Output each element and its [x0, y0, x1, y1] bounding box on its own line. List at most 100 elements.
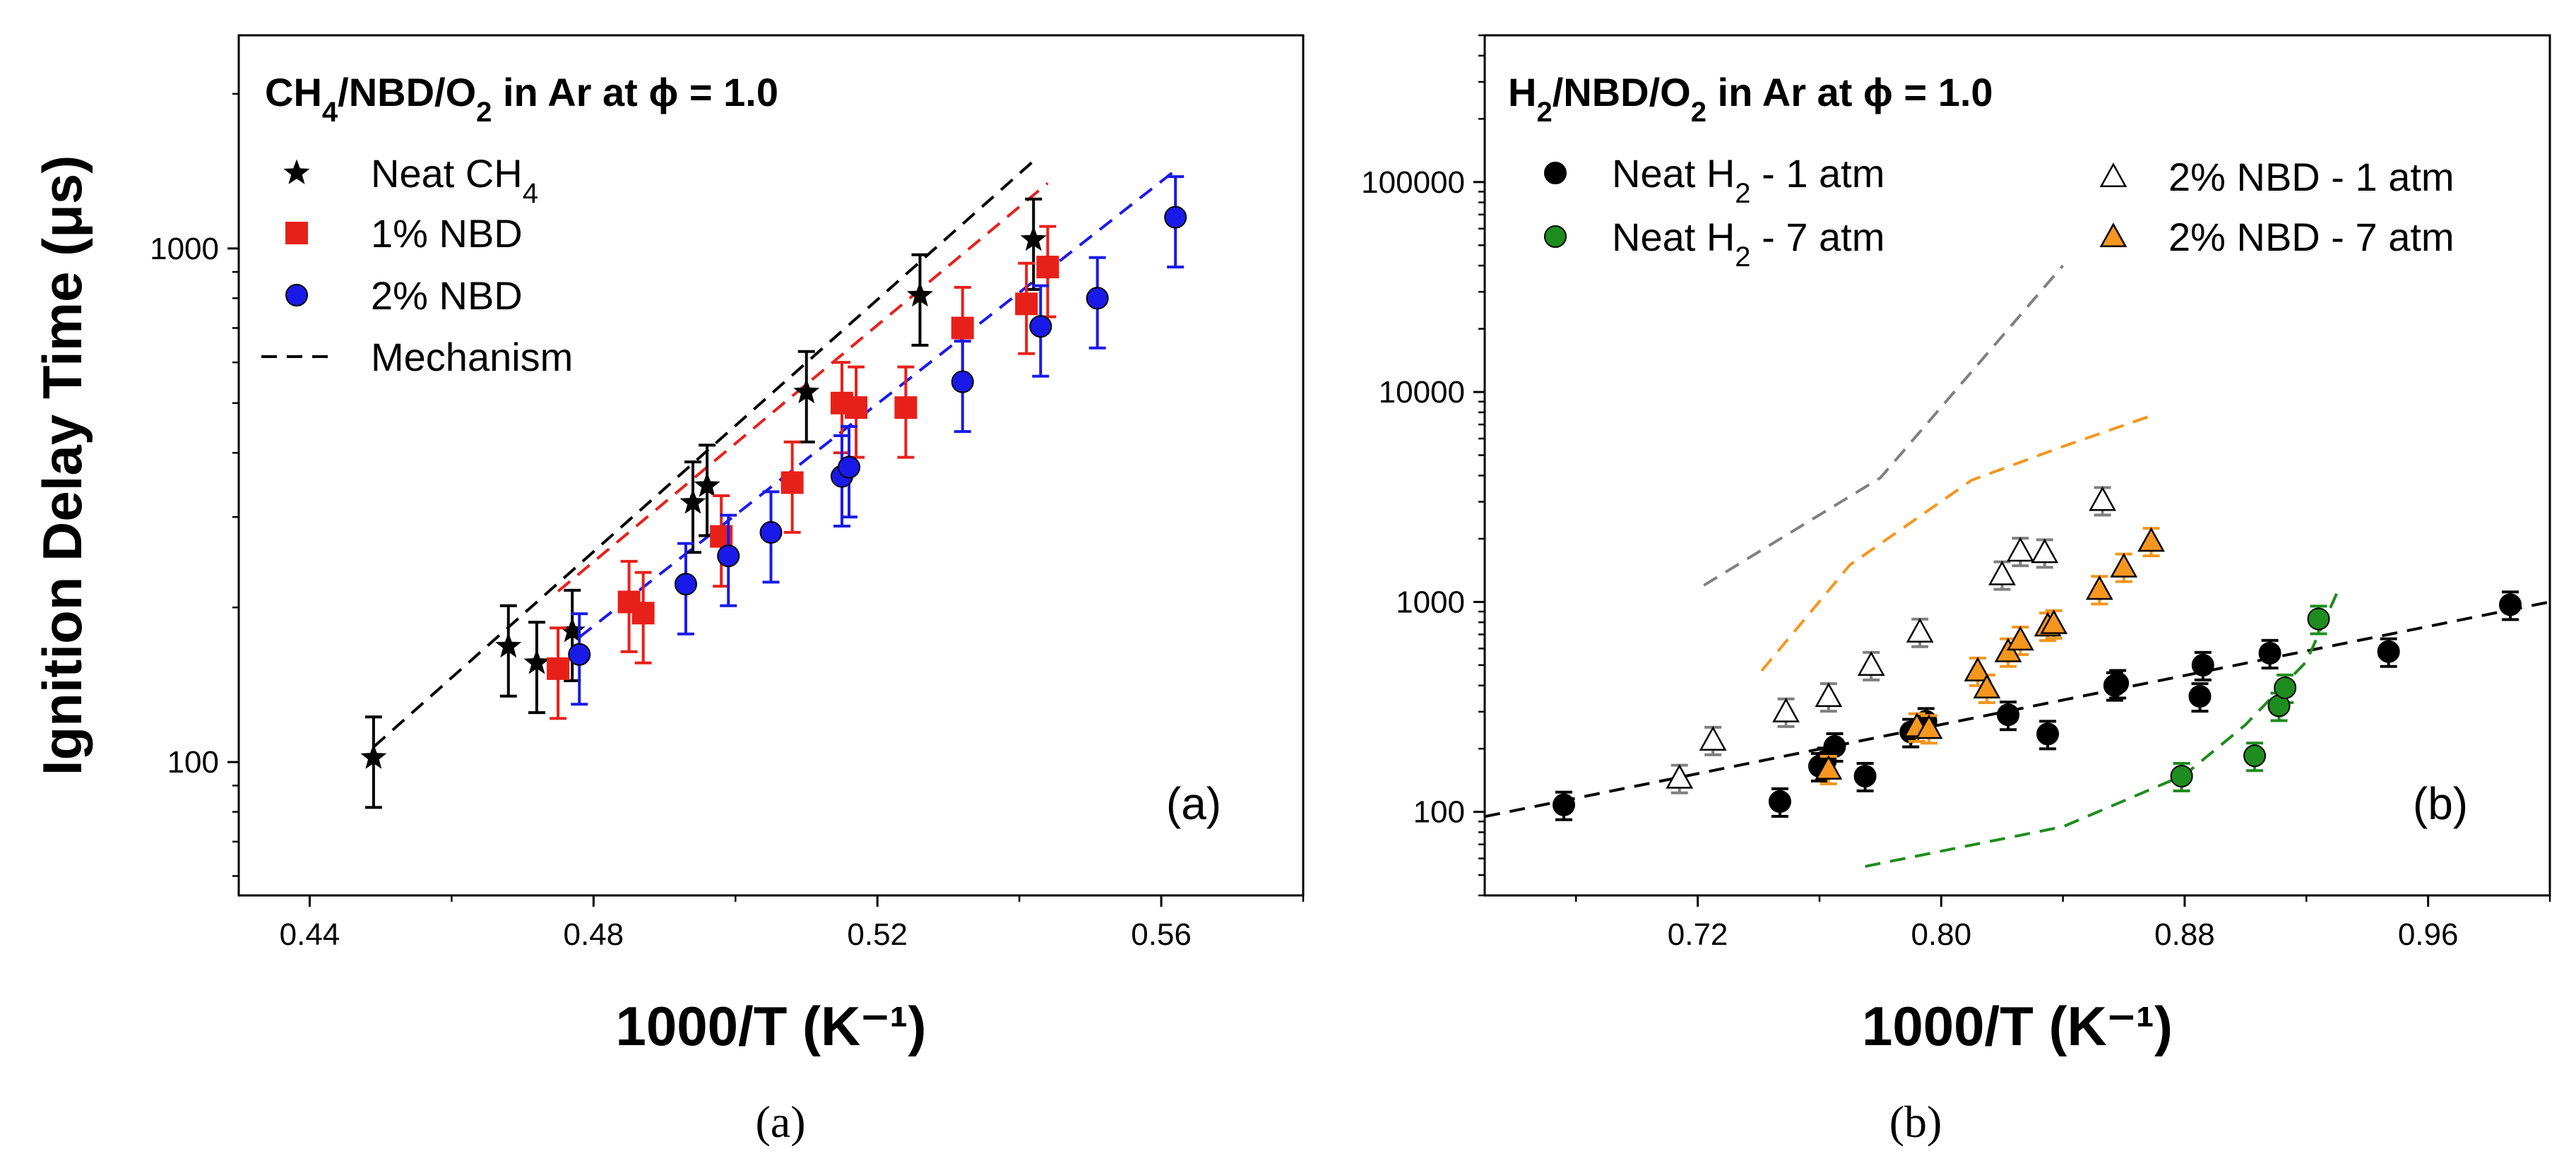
legend-marker: [2099, 222, 2127, 248]
x-tick-label: 0.80: [1911, 917, 1971, 952]
data-point: [1906, 617, 1934, 643]
legend-label-part: Neat H: [1612, 215, 1735, 259]
chart-title-part: /NBD/O: [1553, 70, 1691, 114]
plot-frame: [237, 34, 1305, 897]
data-point: [1815, 755, 1843, 780]
legend-label-part: Neat H: [1612, 151, 1735, 196]
data-point: [1768, 790, 1791, 814]
legend-label: Neat H2 - 7 atm: [1612, 215, 1884, 273]
chart-title-part: CH: [265, 70, 322, 114]
x-tick-label: 0.44: [280, 917, 340, 952]
panel-b-chart: 0.72 0.80 0.88 0.96 100 1000 10000 100000 1000/T…: [1361, 34, 2551, 1057]
data-point: [523, 649, 550, 674]
y-tick-label: 100: [167, 745, 219, 780]
chart-title-part: 2: [1536, 97, 1552, 128]
data-point: [2274, 676, 2297, 699]
data-point: [1036, 256, 1060, 279]
data-point: [679, 489, 706, 514]
data-point: [360, 744, 387, 769]
legend-label: Mechanism: [371, 335, 573, 379]
data-point: [2085, 575, 2113, 600]
mechanism-line: [372, 160, 1035, 749]
legend-label-part: Neat CH: [371, 151, 523, 196]
data-point: [845, 396, 868, 419]
mechanism-line: [1703, 264, 2065, 587]
data-point: [793, 378, 820, 404]
data-point: [1015, 292, 1038, 316]
mechanism-line: [1760, 413, 2155, 672]
data-point: [1823, 735, 1846, 758]
x-tick-label: 0.96: [2398, 917, 2459, 952]
legend-label-part: 4: [523, 178, 538, 209]
chart-title-part: 2: [476, 97, 492, 128]
data-point: [951, 370, 974, 393]
caption-a: (a): [755, 1097, 805, 1147]
chart-title-part: in Ar at ϕ = 1.0: [492, 70, 778, 114]
data-point: [1857, 651, 1885, 676]
data-point: [1020, 225, 1047, 251]
legend-label-part: 2% NBD - 1 atm: [2168, 155, 2455, 199]
caption-b: (b): [1889, 1097, 1942, 1147]
data-point: [1553, 793, 1576, 816]
panel-label: (a): [1166, 778, 1221, 829]
data-point: [2040, 609, 2068, 634]
panel-a-chart: 0.44 0.48 0.52 0.56 100 1000 1000/T (K⁻¹) Ignit…: [31, 34, 1305, 1057]
legend-marker: [285, 284, 308, 306]
y-axis-label: Ignition Delay Time (μs): [31, 155, 93, 775]
legend-label-part: 1% NBD: [371, 211, 523, 256]
y-tick-label: 1000: [150, 232, 219, 266]
y-tick-label: 1000: [1396, 585, 1465, 619]
data-point: [2243, 744, 2267, 768]
data-point: [1853, 765, 1877, 788]
legend-label-part: - 7 atm: [1751, 215, 1885, 259]
x-tick-label: 0.72: [1668, 917, 1728, 952]
legend-label-part: 2% NBD: [371, 273, 523, 318]
data-point: [2031, 538, 2059, 564]
legend-label: 2% NBD - 7 atm: [2168, 215, 2455, 259]
data-point: [1029, 315, 1052, 338]
data-point: [1815, 682, 1843, 708]
data-point: [951, 316, 974, 340]
data-point: [2191, 653, 2214, 677]
data-point: [906, 281, 933, 307]
data-point: [1997, 703, 2020, 727]
legend-marker: [283, 159, 310, 184]
legend-marker: [285, 222, 308, 244]
legend-marker: [2099, 162, 2127, 188]
y-tick-label: 10000: [1379, 375, 1465, 410]
data-point: [2170, 765, 2193, 788]
mechanism-line: [578, 169, 1177, 638]
x-tick-label: 0.52: [847, 917, 908, 952]
data-point: [1086, 287, 1109, 310]
x-tick-label: 0.88: [2154, 917, 2215, 952]
y-tick-label: 100000: [1361, 165, 1465, 200]
legend-marker: [1544, 225, 1567, 248]
data-point: [631, 602, 655, 625]
data-point: [717, 544, 740, 568]
data-point: [1964, 657, 1992, 681]
chart-title: H2/NBD/O2 in Ar at ϕ = 1.0: [1508, 70, 1993, 128]
chart-title-part: in Ar at ϕ = 1.0: [1707, 70, 1993, 114]
legend-label-part: - 1 atm: [1751, 151, 1885, 196]
data-point: [894, 396, 918, 419]
data-point: [759, 520, 783, 544]
data-point: [2006, 626, 2034, 651]
panel-label: (b): [2413, 778, 2468, 829]
data-point: [559, 617, 586, 643]
data-point: [2110, 552, 2138, 578]
data-point: [2106, 672, 2130, 695]
legend-label: Neat CH4: [371, 151, 538, 209]
legend-label: 2% NBD - 1 atm: [2168, 155, 2455, 199]
data-point: [2188, 685, 2212, 708]
x-tick-label: 0.48: [564, 917, 624, 952]
data-point: [1772, 698, 1800, 722]
x-tick-label: 0.56: [1131, 917, 1192, 952]
data-point: [694, 472, 720, 497]
data-point: [2036, 722, 2060, 746]
data-point: [2089, 486, 2117, 511]
chart-title-part: H: [1508, 70, 1536, 114]
data-point: [838, 455, 861, 479]
data-point: [568, 643, 591, 666]
data-point: [1666, 763, 1694, 789]
